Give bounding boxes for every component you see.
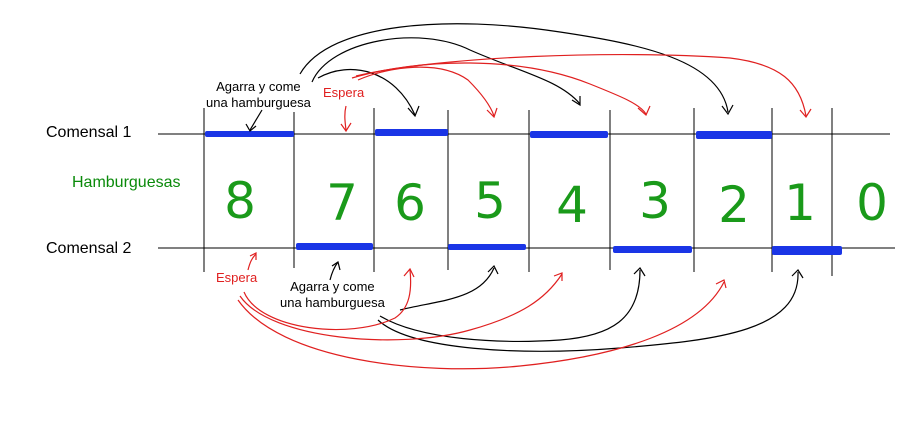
grab-note-bottom-line2: una hamburguesa — [280, 295, 385, 310]
burger-count-3: 3 — [639, 172, 671, 230]
wait-arrow-top-to-slot-1 — [344, 105, 347, 131]
wait-arrow-bottom-to-slot-0 — [247, 253, 257, 271]
arrowhead-wait-bottom-slot-2 — [403, 267, 415, 278]
wait-arrow-bottom-to-slot-4 — [239, 273, 563, 341]
arrowhead-top-slot-2 — [407, 105, 420, 118]
wait-note-top: Espera — [323, 85, 365, 100]
wait-arrow-top-to-slot-3 — [357, 66, 495, 117]
arrowhead-bottom-slot-1 — [331, 261, 341, 271]
burger-count-8: 8 — [224, 172, 256, 230]
diner2-label: Comensal 2 — [46, 240, 132, 257]
arrowhead-wait-top-slot-3 — [486, 107, 498, 119]
wait-arrow-bottom-to-slot-6 — [237, 281, 725, 370]
diner1-bar-slot-2 — [375, 129, 448, 136]
burgers-label: Hamburguesas — [72, 174, 181, 191]
burger-count-1: 1 — [784, 174, 816, 232]
grab-note-bottom: Agarra y come una hamburguesa — [280, 279, 385, 311]
arrowhead-wait-bottom-slot-4 — [553, 272, 563, 281]
burger-count-5: 5 — [474, 172, 506, 230]
arrowhead-bottom-slot-5 — [633, 267, 646, 277]
burger-count-0: 0 — [856, 174, 888, 232]
diner1-grab-arrows — [249, 23, 729, 131]
diner2-grab-arrows — [329, 261, 799, 352]
grab-note-top: Agarra y come una hamburguesa — [206, 79, 311, 111]
wait-note-bottom: Espera — [216, 270, 258, 285]
diner2-bar-slot-7 — [772, 246, 842, 255]
burger-count-2: 2 — [718, 176, 750, 234]
arrowhead-wait-bottom-slot-0 — [249, 252, 257, 260]
diner1-bar-slot-6 — [696, 131, 772, 139]
grab-note-top-line2: una hamburguesa — [206, 95, 311, 110]
diner2-bar-slot-1 — [296, 243, 373, 250]
arrowhead-bottom-slot-3 — [487, 264, 499, 275]
diner1-bar-slot-0 — [205, 131, 294, 137]
arrowhead-top-slot-6 — [721, 104, 734, 116]
diner2-wait-arrows — [237, 253, 725, 370]
grab-note-top-line1: Agarra y come — [216, 79, 301, 94]
diner2-wait-arrowheads — [249, 252, 727, 289]
arrowhead-wait-top-slot-1 — [340, 122, 352, 133]
grab-arrow-bottom-to-slot-3 — [399, 267, 495, 311]
diner1-label: Comensal 1 — [46, 124, 132, 141]
grab-arrow-bottom-to-slot-5 — [379, 269, 641, 342]
diner2-grab-arrowheads — [331, 261, 804, 279]
diner1-wait-arrows — [344, 53, 807, 131]
arrowhead-wait-top-slot-7 — [799, 108, 812, 119]
wait-arrow-bottom-to-slot-2 — [243, 269, 412, 331]
burger-count-digits: 8 7 6 5 4 3 2 1 0 — [224, 172, 888, 234]
burger-count-7: 7 — [326, 174, 358, 232]
wait-arrow-top-to-slot-7 — [355, 53, 807, 117]
wait-arrow-top-to-slot-5 — [351, 62, 647, 115]
diner1-grab-arrowheads — [245, 96, 734, 132]
arrowhead-top-slot-4 — [571, 96, 581, 107]
diner1-wait-arrowheads — [340, 105, 812, 133]
arrowhead-top-slot-0 — [245, 123, 257, 132]
diner1-active-bars — [205, 129, 772, 139]
grab-arrow-top-to-slot-0 — [249, 109, 263, 131]
grab-note-bottom-line1: Agarra y come — [290, 279, 375, 294]
burger-count-4: 4 — [556, 176, 588, 234]
slot-dividers — [203, 108, 833, 276]
diner2-bar-slot-3 — [448, 244, 526, 250]
arrowhead-wait-top-slot-5 — [637, 105, 651, 116]
arrowhead-wait-bottom-slot-6 — [715, 279, 727, 289]
diner2-active-bars — [296, 243, 842, 255]
arrowhead-bottom-slot-7 — [791, 269, 804, 279]
grab-arrow-top-to-slot-4 — [311, 37, 581, 105]
grab-arrow-top-to-slot-6 — [299, 23, 729, 113]
burger-count-6: 6 — [394, 174, 426, 232]
grab-arrow-bottom-to-slot-7 — [377, 271, 799, 352]
diner1-bar-slot-4 — [530, 131, 608, 138]
diner2-bar-slot-5 — [613, 246, 692, 253]
